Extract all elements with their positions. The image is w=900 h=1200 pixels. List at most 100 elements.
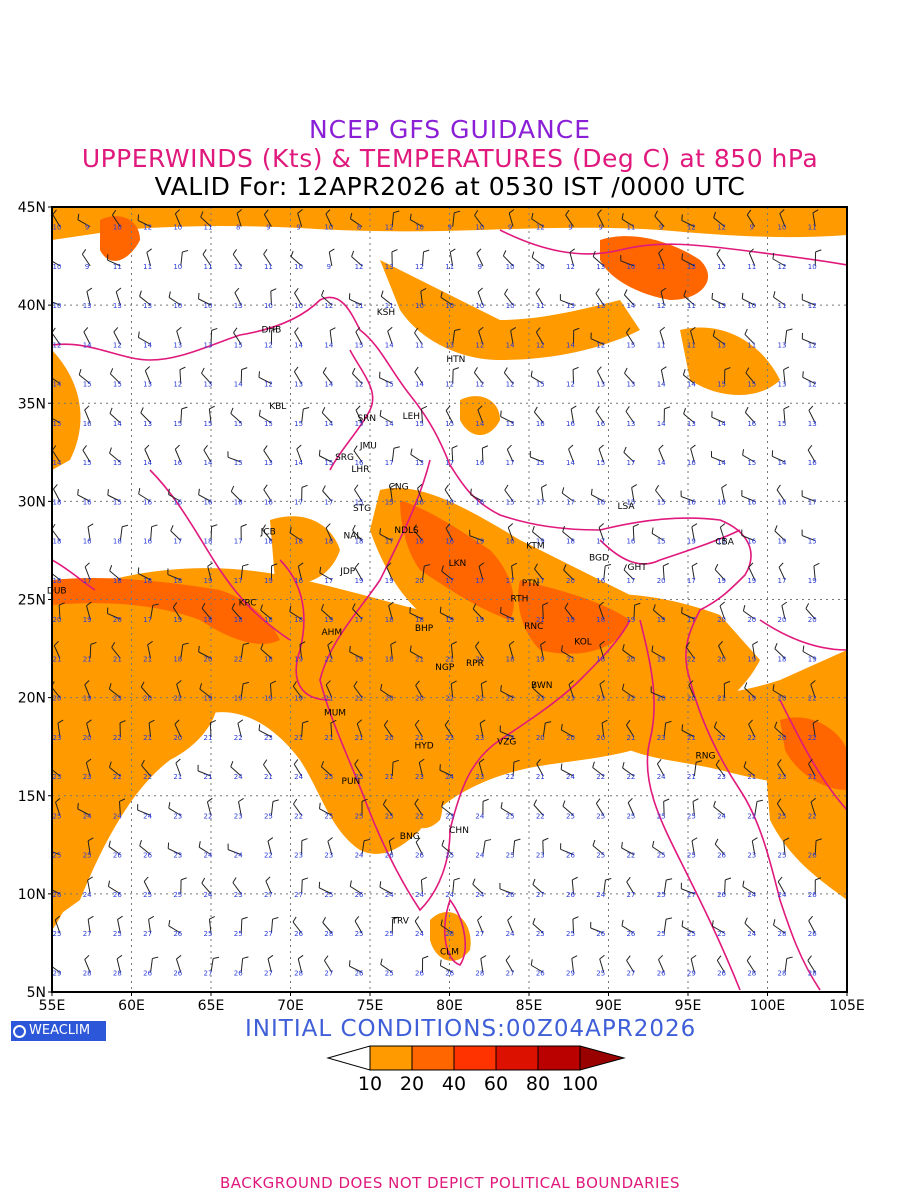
wind-barb-shaft <box>511 565 514 580</box>
wind-barb-flag <box>271 563 278 567</box>
temp-value: 10 <box>778 224 787 232</box>
wind-barb-shaft <box>109 766 121 777</box>
temp-value: 14 <box>415 381 424 389</box>
temp-value: 21 <box>52 655 61 663</box>
temp-value: 15 <box>52 420 61 428</box>
wind-barb-shaft <box>658 448 665 463</box>
temp-value: 26 <box>113 891 122 899</box>
temp-value: 26 <box>234 969 243 977</box>
wind-barb-flag <box>296 444 302 450</box>
wind-barb-shaft <box>535 331 544 345</box>
temp-value: 17 <box>83 577 92 585</box>
wind-barb-shaft <box>108 886 121 895</box>
wind-barb-flag <box>773 919 776 926</box>
wind-barb-flag <box>598 444 604 450</box>
temp-value: 14 <box>657 459 666 467</box>
wind-barb-shaft <box>603 879 606 894</box>
wind-barb-shaft <box>144 370 152 384</box>
wind-barb-flag <box>289 526 292 533</box>
temp-value: 10 <box>475 302 484 310</box>
wind-barb-flag <box>441 839 445 846</box>
wind-barb-flag <box>774 525 778 532</box>
temp-value: 12 <box>536 341 545 349</box>
wind-barb-shaft <box>175 958 182 973</box>
wind-barb-flag <box>230 761 234 767</box>
wind-barb-flag <box>682 369 686 376</box>
wind-barb-flag <box>87 523 94 528</box>
wind-barb-shaft <box>499 731 514 738</box>
temp-value: 14 <box>113 420 122 428</box>
wind-barb-shaft <box>167 574 181 581</box>
wind-barb-shaft <box>596 370 605 384</box>
temp-value: 23 <box>173 852 182 860</box>
colorbar-bin <box>453 1045 497 1071</box>
wind-barb-flag <box>298 562 304 567</box>
wind-barb-flag <box>716 955 722 961</box>
temp-value: 13 <box>204 341 213 349</box>
wind-barb-shaft <box>379 533 393 542</box>
temp-value: 12 <box>52 341 61 349</box>
wind-barb-flag <box>625 327 631 333</box>
temp-value: 16 <box>475 459 484 467</box>
wind-barb-shaft <box>353 685 363 698</box>
temp-value: 14 <box>324 341 333 349</box>
wind-barb-flag <box>444 484 449 490</box>
wind-barb-shaft <box>478 566 484 581</box>
wind-barb-shaft <box>388 840 393 855</box>
wind-barb-flag <box>349 645 351 652</box>
temp-value: 18 <box>596 655 605 663</box>
temp-value: 16 <box>83 538 92 546</box>
wind-barb-shaft <box>632 526 635 541</box>
wind-barb-shaft <box>721 487 726 502</box>
wind-barb-shaft <box>441 845 454 856</box>
wind-barb-shaft <box>561 729 574 738</box>
wind-barb-flag <box>454 328 461 331</box>
wind-barb-flag <box>119 798 126 802</box>
wind-barb-flag <box>303 407 310 410</box>
wind-barb-flag <box>137 331 140 338</box>
wind-barb-flag <box>414 366 419 373</box>
wind-barb-flag <box>621 683 625 690</box>
wind-barb-shaft <box>656 763 665 777</box>
colorbar-max-arrow <box>579 1045 626 1071</box>
wind-barb-shaft <box>776 489 786 502</box>
temp-value: 18 <box>778 655 787 663</box>
wind-barb-shaft <box>599 684 605 698</box>
wind-barb-flag <box>199 683 203 690</box>
wind-barb-flag <box>292 916 297 923</box>
wind-barb-shaft <box>270 801 274 816</box>
wind-barb-flag <box>478 562 485 567</box>
wind-barb-flag <box>392 759 399 763</box>
wind-barb-shaft <box>179 369 182 384</box>
wind-barb-flag <box>445 405 451 411</box>
wind-barb-shaft <box>201 882 212 895</box>
station-rth: RTH <box>511 594 529 604</box>
wind-barb-flag <box>77 488 79 496</box>
temp-value: 22 <box>294 812 303 820</box>
wind-barb-shaft <box>414 332 423 345</box>
wind-barb-flag <box>355 327 361 333</box>
temp-value: 15 <box>747 459 756 467</box>
wind-barb-shaft <box>590 927 604 934</box>
station-jcb: JCB <box>260 528 276 538</box>
wind-barb-shaft <box>258 376 272 385</box>
wind-barb-flag <box>213 956 220 960</box>
temp-value: 22 <box>355 695 364 703</box>
temp-value: 23 <box>445 812 454 820</box>
wind-barb-shaft <box>784 958 788 973</box>
wind-barb-shaft <box>415 841 423 855</box>
wind-barb-flag <box>270 288 277 292</box>
wind-barb-shaft <box>530 456 544 463</box>
wind-barb-shaft <box>86 605 91 620</box>
wind-barb-shaft <box>660 369 665 384</box>
wind-barb-flag <box>658 248 664 254</box>
temp-value: 18 <box>113 577 122 585</box>
wind-barb-shaft <box>621 218 635 228</box>
temp-value: 25 <box>52 930 61 938</box>
wind-barb-shaft <box>138 337 151 345</box>
temp-value: 12 <box>506 381 515 389</box>
wind-barb-flag <box>472 603 477 610</box>
wind-barb-shaft <box>623 569 635 581</box>
lon-label: 90E <box>595 998 622 1014</box>
